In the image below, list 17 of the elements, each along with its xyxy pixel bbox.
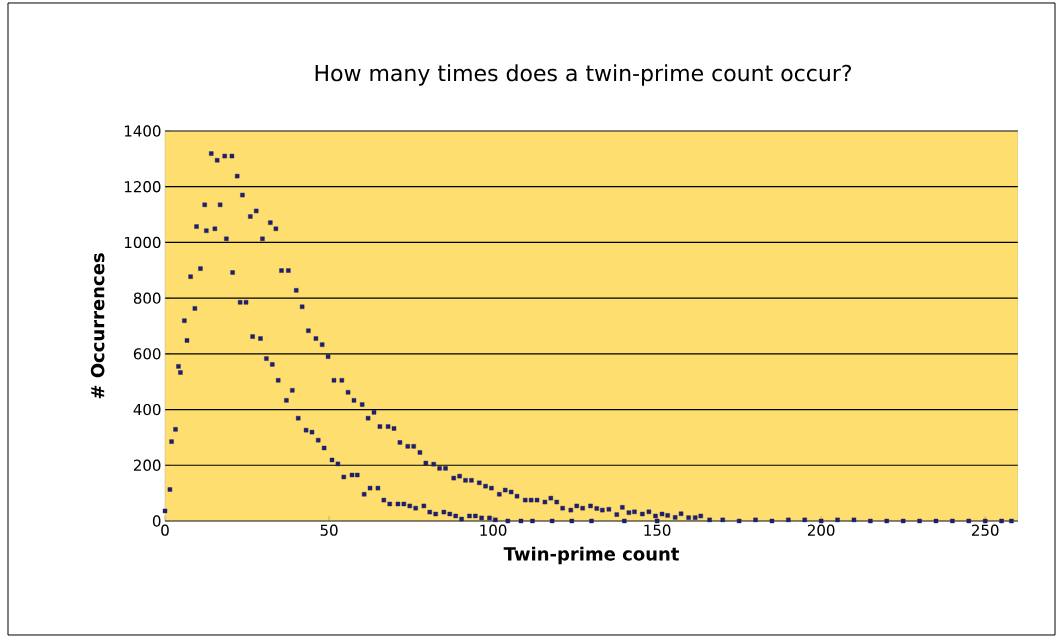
chart-title: How many times does a twin-prime count occur? [315, 64, 852, 86]
x-axis-title: Twin-prime count [503, 546, 679, 565]
y-tick-label: 800 [133, 292, 161, 304]
y-tick-label: 1400 [124, 125, 161, 137]
x-tick-label: 150 [644, 524, 671, 536]
y-axis-title: # Occurrences [90, 253, 105, 399]
y-tick-label: 1200 [124, 181, 161, 193]
x-tick-label: 250 [971, 524, 999, 536]
x-tick-label: 200 [807, 524, 835, 536]
x-tick-label: 50 [320, 524, 338, 536]
y-tick-label: 200 [133, 459, 161, 471]
x-tick-label: 100 [480, 524, 507, 536]
y-tick-label: 0 [152, 515, 161, 527]
y-tick-label: 1000 [124, 236, 161, 249]
y-tick-label: 400 [133, 403, 161, 416]
y-tick-label: 600 [133, 348, 161, 360]
x-tick-label: 0 [161, 524, 169, 536]
